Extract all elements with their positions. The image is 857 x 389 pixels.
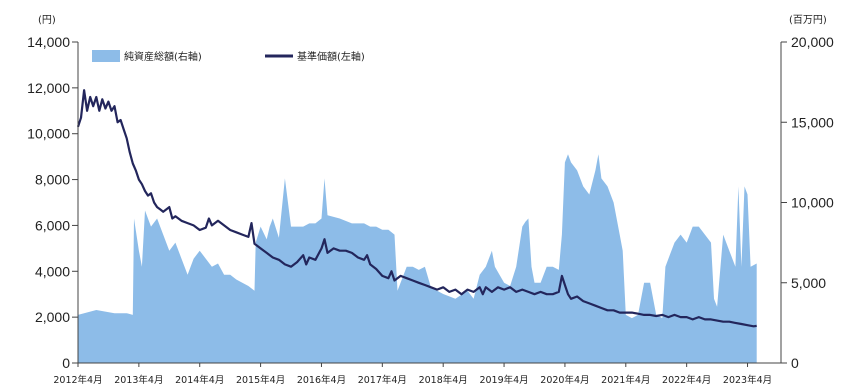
legend-area-swatch [92, 50, 120, 62]
x-tick-label: 2016年4月 [297, 374, 346, 386]
x-tick-label: 2017年4月 [358, 374, 407, 386]
left-tick-label: 2,000 [35, 309, 70, 325]
right-tick-label: 10,000 [791, 195, 834, 211]
right-axis-ticks: 0 5,000 10,000 15,000 20,000 [781, 34, 834, 371]
left-tick-label: 14,000 [27, 34, 70, 50]
right-axis-unit: (百万円) [789, 14, 827, 26]
x-tick-label: 2022年4月 [662, 374, 711, 386]
right-tick-label: 5,000 [791, 275, 826, 291]
left-tick-label: 10,000 [27, 126, 70, 142]
legend-area-label: 純資産総額(右軸) [124, 50, 202, 63]
left-tick-label: 8,000 [35, 172, 70, 188]
legend-line-label: 基準価額(左軸) [297, 50, 365, 63]
legend: 純資産総額(右軸) 基準価額(左軸) [92, 50, 365, 63]
left-tick-label: 0 [62, 355, 70, 371]
right-tick-label: 0 [791, 355, 799, 371]
x-tick-label: 2014年4月 [175, 374, 224, 386]
x-tick-label: 2012年4月 [53, 374, 102, 386]
nav-line [76, 89, 757, 328]
x-tick-label: 2015年4月 [236, 374, 285, 386]
x-tick-label: 2020年4月 [540, 374, 589, 386]
left-tick-label: 12,000 [27, 80, 70, 96]
x-tick-label: 2019年4月 [479, 374, 528, 386]
x-axis-ticks: 2012年4月 2013年4月 2014年4月 2015年4月 2016年4月 2017年… [53, 363, 772, 386]
left-tick-label: 6,000 [35, 217, 70, 233]
x-tick-label: 2023年4月 [723, 374, 772, 386]
right-tick-label: 20,000 [791, 34, 834, 50]
x-tick-label: 2018年4月 [419, 374, 468, 386]
right-tick-label: 15,000 [791, 114, 834, 130]
net-assets-area-layer [78, 154, 757, 363]
x-tick-label: 2021年4月 [601, 374, 650, 386]
nav-line-layer [76, 89, 757, 328]
left-tick-label: 4,000 [35, 263, 70, 279]
left-axis-ticks: 0 2,000 4,000 6,000 8,000 10,000 12,000 14,000 [27, 34, 78, 371]
left-axis-unit: (円) [38, 15, 56, 26]
x-tick-label: 2013年4月 [114, 374, 163, 386]
net-assets-area [78, 154, 757, 363]
